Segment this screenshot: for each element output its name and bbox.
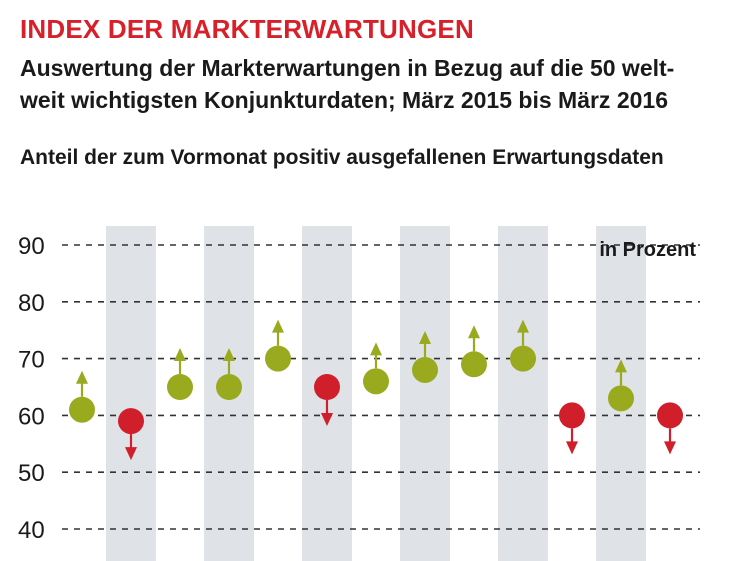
arrow-up-icon bbox=[419, 330, 431, 344]
arrow-down-icon bbox=[321, 413, 333, 426]
data-point bbox=[69, 396, 95, 423]
arrow-down-icon bbox=[125, 447, 137, 461]
arrow-up-icon bbox=[370, 342, 382, 356]
column-bands bbox=[106, 226, 646, 561]
data-point bbox=[118, 408, 144, 435]
y-tick-label: 40 bbox=[18, 517, 45, 544]
data-point bbox=[363, 368, 389, 395]
data-point bbox=[412, 356, 438, 383]
arrow-up-icon bbox=[174, 348, 186, 361]
y-tick-label: 60 bbox=[18, 403, 45, 430]
y-tick-label: 80 bbox=[18, 290, 45, 317]
unit-label: in Prozent bbox=[599, 239, 696, 261]
gridlines bbox=[62, 244, 700, 530]
point-up bbox=[461, 325, 487, 378]
point-up bbox=[216, 348, 242, 400]
subtitle-line-1: Auswertung der Markterwartungen in Bezug… bbox=[20, 55, 675, 81]
point-up bbox=[69, 370, 95, 423]
chart-caption: Anteil der zum Vormonat positiv ausgefal… bbox=[20, 146, 664, 169]
point-up bbox=[167, 348, 193, 400]
data-point bbox=[167, 374, 193, 400]
point-up bbox=[363, 342, 389, 395]
arrow-up-icon bbox=[468, 325, 480, 339]
y-tick-label: 90 bbox=[18, 233, 45, 260]
arrow-up-icon bbox=[272, 319, 284, 333]
data-points bbox=[69, 319, 683, 461]
chart-subtitle: Auswertung der Markterwartungen in Bezug… bbox=[20, 52, 740, 116]
data-point bbox=[608, 385, 634, 412]
column-band bbox=[400, 226, 450, 561]
subtitle-line-2: weit wichtigsten Konjunkturdaten; März 2… bbox=[20, 87, 668, 113]
y-tick-labels: 90 80 70 60 50 40 bbox=[18, 233, 45, 544]
point-up bbox=[265, 319, 291, 372]
data-point bbox=[510, 345, 536, 372]
chart-title: INDEX DER MARKTERWARTUNGEN bbox=[20, 14, 474, 44]
point-down bbox=[314, 374, 340, 426]
column-band bbox=[498, 226, 548, 561]
point-up bbox=[412, 330, 438, 383]
data-point bbox=[216, 374, 242, 400]
point-up bbox=[608, 359, 634, 412]
y-tick-label: 50 bbox=[18, 460, 45, 487]
column-band bbox=[106, 226, 156, 561]
arrow-up-icon bbox=[223, 348, 235, 361]
y-tick-label: 70 bbox=[18, 347, 45, 374]
arrow-down-icon bbox=[566, 441, 578, 455]
arrow-up-icon bbox=[76, 370, 88, 384]
arrow-down-icon bbox=[664, 441, 676, 455]
data-point bbox=[265, 345, 291, 372]
point-up bbox=[510, 319, 536, 372]
data-point bbox=[657, 402, 683, 429]
point-down bbox=[118, 408, 144, 461]
point-down bbox=[559, 402, 585, 455]
point-down bbox=[657, 402, 683, 455]
data-point bbox=[461, 351, 487, 378]
data-point bbox=[559, 402, 585, 429]
arrow-up-icon bbox=[615, 359, 627, 373]
arrow-up-icon bbox=[517, 319, 529, 333]
data-point bbox=[314, 374, 340, 400]
